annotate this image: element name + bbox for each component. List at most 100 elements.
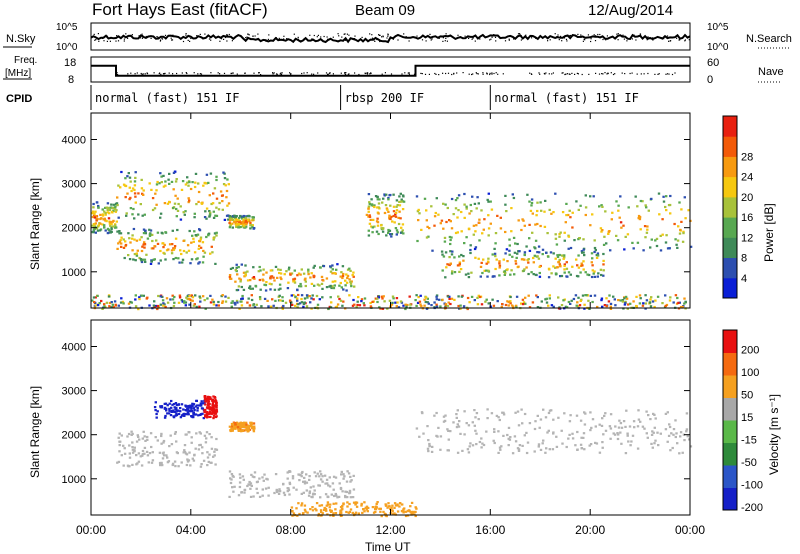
power-cell bbox=[514, 242, 517, 245]
nave-point bbox=[358, 73, 360, 76]
power-cell bbox=[121, 300, 125, 303]
power-cell bbox=[291, 303, 294, 306]
velocity-cell bbox=[675, 432, 678, 435]
nave-point bbox=[495, 72, 497, 74]
velocity-cell bbox=[253, 476, 256, 479]
power-cell bbox=[565, 306, 569, 309]
power-cell bbox=[534, 247, 537, 250]
noise-search-point bbox=[520, 39, 522, 41]
time-tick-label: 00:00 bbox=[675, 523, 705, 537]
power-cell bbox=[470, 295, 474, 298]
power-cell bbox=[392, 214, 395, 218]
power-cell bbox=[197, 190, 201, 194]
velocity-cell bbox=[241, 429, 245, 432]
power-cell bbox=[360, 300, 363, 303]
power-cell bbox=[345, 281, 349, 284]
velocity-cell bbox=[158, 461, 162, 465]
power-cell bbox=[144, 260, 147, 263]
velocity-cell bbox=[213, 408, 216, 411]
power-cell bbox=[515, 304, 518, 307]
velocity-cell bbox=[331, 482, 335, 485]
velocity-cell bbox=[207, 460, 210, 463]
nave-point bbox=[643, 73, 645, 75]
velocity-cell bbox=[468, 445, 471, 448]
nave-point bbox=[424, 73, 427, 75]
noise-search-point bbox=[668, 40, 670, 42]
power-cell bbox=[563, 263, 566, 266]
noise-search-point bbox=[527, 37, 529, 39]
velocity-cell bbox=[233, 485, 236, 488]
power-cell bbox=[134, 176, 137, 179]
power-cell bbox=[368, 202, 371, 206]
power-cell bbox=[536, 222, 539, 226]
power-cell bbox=[325, 277, 329, 280]
power-cell bbox=[209, 301, 213, 304]
power-cell bbox=[579, 299, 582, 302]
velocity-cell bbox=[537, 443, 541, 446]
velocity-cell bbox=[209, 410, 212, 413]
power-cell bbox=[389, 204, 392, 207]
power-cell bbox=[341, 276, 344, 280]
velocity-cell bbox=[490, 412, 494, 415]
velocity-cell bbox=[156, 439, 159, 442]
velocity-cell bbox=[186, 408, 190, 411]
velocity-cell bbox=[348, 491, 352, 494]
power-cell bbox=[356, 303, 359, 307]
velocity-cell bbox=[497, 451, 500, 454]
power-cell bbox=[113, 223, 117, 226]
power-cell bbox=[654, 239, 657, 242]
power-cell bbox=[350, 280, 353, 283]
power-cell bbox=[669, 296, 672, 299]
noise-search-point bbox=[554, 33, 556, 35]
nave-point bbox=[370, 72, 372, 74]
power-cell bbox=[523, 268, 526, 271]
velocity-cell bbox=[239, 421, 242, 424]
velocity-cell bbox=[166, 404, 169, 407]
power-cell bbox=[331, 285, 334, 288]
power-cell bbox=[120, 242, 123, 245]
power-cell bbox=[454, 199, 458, 202]
velocity-cell bbox=[165, 407, 168, 410]
velocity-cell bbox=[388, 505, 391, 508]
velocity-cell bbox=[193, 454, 196, 457]
noise-search-point bbox=[640, 35, 642, 37]
velocity-cell bbox=[187, 404, 190, 408]
velocity-cell bbox=[176, 409, 179, 412]
power-cell bbox=[204, 182, 207, 185]
noise-search-point bbox=[587, 34, 589, 36]
power-cell bbox=[337, 295, 340, 298]
power-cell bbox=[184, 210, 187, 213]
noise-search-point bbox=[182, 40, 185, 43]
velocity-cell bbox=[555, 445, 559, 448]
power-cell bbox=[512, 236, 516, 239]
noise-search-point bbox=[170, 37, 172, 39]
power-cell bbox=[281, 299, 284, 302]
nave-point bbox=[551, 73, 553, 75]
velocity-cell bbox=[363, 501, 366, 504]
nave-point bbox=[624, 73, 626, 75]
power-cell bbox=[101, 214, 105, 217]
power-cell bbox=[145, 253, 148, 256]
power-cell bbox=[211, 251, 214, 254]
nave-point bbox=[306, 72, 308, 74]
power-cell bbox=[372, 218, 375, 221]
velocity-cell bbox=[250, 425, 254, 428]
power-cell bbox=[265, 281, 268, 284]
power-cell bbox=[135, 252, 138, 255]
power-cell bbox=[365, 213, 369, 216]
power-cell bbox=[357, 296, 360, 299]
power-cell bbox=[246, 279, 250, 282]
power-cell bbox=[510, 304, 514, 307]
power-cell bbox=[239, 280, 242, 283]
time-tick-label: 00:00 bbox=[76, 523, 106, 537]
velocity-cell bbox=[351, 511, 354, 514]
velocity-cell bbox=[342, 473, 345, 476]
velocity-cell bbox=[324, 482, 327, 485]
power-cell bbox=[386, 208, 389, 211]
noise-search-point bbox=[171, 39, 174, 41]
power-cell bbox=[554, 272, 558, 275]
velocity-cell bbox=[117, 460, 121, 463]
power-cell bbox=[509, 295, 512, 299]
velocity-cell bbox=[131, 441, 134, 444]
power-cell bbox=[168, 182, 171, 185]
